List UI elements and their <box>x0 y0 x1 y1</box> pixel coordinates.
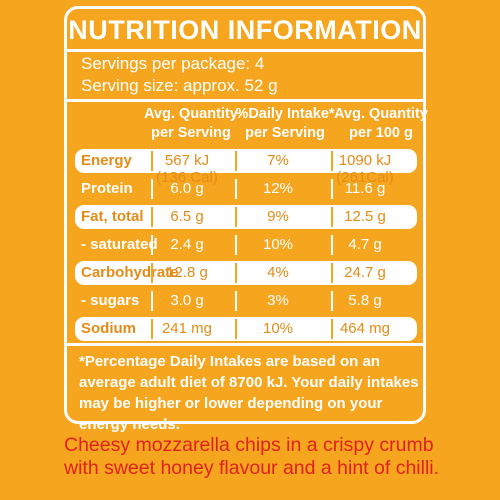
nutrient-label: - sugars <box>81 292 140 309</box>
daily-intake-value: 9% <box>267 208 289 225</box>
nutrition-panel: NUTRITION INFORMATION Servings per packa… <box>64 6 428 433</box>
daily-intake-value: 10% <box>262 320 294 337</box>
nutrient-label: Energy <box>81 152 132 169</box>
column-separator <box>151 263 153 283</box>
column-separator <box>235 263 237 283</box>
per-100g-value: 12.5 g <box>344 208 386 225</box>
daily-intake-value: 7% <box>267 152 289 169</box>
column-separator <box>331 235 333 255</box>
divider-footnote <box>67 343 423 346</box>
serving-size: Serving size: approx. 52 g <box>81 76 278 95</box>
per-100g-value: 4.7 g <box>348 236 382 253</box>
daily-intake-value: 3% <box>267 292 289 309</box>
per-serving-value: 3.0 g <box>170 292 204 309</box>
table-row: Fat, total 6.5 g 9% 12.5 g <box>75 205 417 229</box>
per-100g-value: 5.8 g <box>348 292 382 309</box>
per-100g-value: 24.7 g <box>344 264 386 281</box>
table-row: - sugars 3.0 g 3% 5.8 g <box>75 289 417 313</box>
column-separator <box>235 207 237 227</box>
column-separator <box>235 291 237 311</box>
column-separator <box>235 235 237 255</box>
column-separator <box>331 151 333 171</box>
per-serving-value: 6.5 g <box>170 208 204 225</box>
per-serving-value: 2.4 g <box>170 236 204 253</box>
nutrient-label: - saturated <box>81 236 158 253</box>
table-row: Energy 567 kJ (136 Cal) 7% 1090 kJ (261Cal) <box>75 149 417 186</box>
per-serving-value: 12.8 g <box>166 264 208 281</box>
column-separator <box>331 319 333 339</box>
nutrient-label: Carbohydrate <box>81 264 179 281</box>
column-separator <box>235 151 237 171</box>
servings-per-package: Servings per package: 4 <box>81 54 265 73</box>
per-100g-value: 11.6 g <box>344 180 386 197</box>
header-per-serving: Avg. Quantity per Serving <box>144 106 238 141</box>
panel-title: NUTRITION INFORMATION <box>68 15 422 45</box>
per-serving-value: 6.0 g <box>170 180 204 197</box>
divider-top <box>67 49 423 52</box>
column-separator <box>235 319 237 339</box>
nutrient-label: Sodium <box>81 320 136 337</box>
column-separator <box>331 291 333 311</box>
product-tagline: Cheesy mozzarella chips in a crispy crum… <box>64 434 440 479</box>
header-per-100g: Avg. Quantity per 100 g <box>334 106 428 141</box>
per-100g-value: 1090 kJ (261Cal) <box>336 152 394 186</box>
per-serving-value: 241 mg <box>161 320 213 337</box>
daily-intake-value: 4% <box>267 264 289 281</box>
header-daily-intake: %Daily Intake* per Serving <box>235 106 335 141</box>
per-100g-value: 464 mg <box>339 320 391 337</box>
daily-intake-value: 12% <box>262 180 294 197</box>
divider-header <box>67 99 423 102</box>
column-separator <box>151 179 153 199</box>
column-separator <box>331 263 333 283</box>
footnote: *Percentage Daily Intakes are based on a… <box>79 353 419 433</box>
column-separator <box>151 235 153 255</box>
column-separator <box>235 179 237 199</box>
per-serving-value: 567 kJ (136 Cal) <box>156 152 218 186</box>
table-row: - saturated 2.4 g 10% 4.7 g <box>75 233 417 257</box>
column-separator <box>331 207 333 227</box>
nutrient-label: Fat, total <box>81 208 144 225</box>
table-row: Protein 6.0 g 12% 11.6 g <box>75 177 417 201</box>
daily-intake-value: 10% <box>262 236 294 253</box>
column-separator <box>331 179 333 199</box>
table-row: Sodium 241 mg 10% 464 mg <box>75 317 417 341</box>
column-separator <box>151 319 153 339</box>
column-separator <box>151 291 153 311</box>
column-separator <box>151 151 153 171</box>
nutrient-label: Protein <box>81 180 133 197</box>
column-separator <box>151 207 153 227</box>
table-row: Carbohydrate 12.8 g 4% 24.7 g <box>75 261 417 285</box>
